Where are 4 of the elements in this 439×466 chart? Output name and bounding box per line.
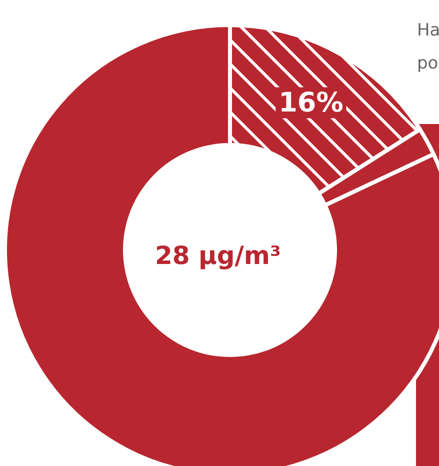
text: 28 µg/m³ (155, 241, 281, 270)
text: Ha (417, 20, 439, 40)
data-label: 16% (278, 87, 344, 118)
text: po (417, 54, 438, 74)
